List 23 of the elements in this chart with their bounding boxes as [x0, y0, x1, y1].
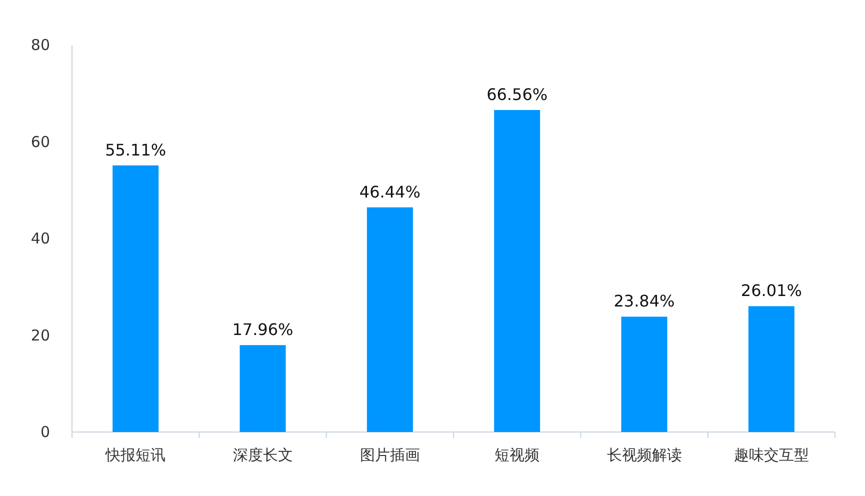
bar — [366, 207, 413, 432]
data-label: 23.84% — [614, 292, 675, 311]
bar — [240, 345, 286, 432]
bar — [748, 306, 794, 432]
x-tick-label: 长视频解读 — [606, 446, 682, 464]
y-tick-label: 40 — [30, 230, 50, 248]
y-tick-label: 80 — [30, 36, 50, 54]
data-label: 46.44% — [359, 182, 420, 202]
x-tick-label: 深度长文 — [232, 446, 293, 464]
x-tick-label: 短视频 — [494, 446, 540, 464]
data-label: 55.11% — [105, 140, 166, 160]
y-tick-label: 60 — [30, 132, 50, 151]
bar — [494, 110, 540, 432]
x-tick-label: 图片插画 — [360, 446, 420, 464]
x-tick-label: 趣味交互型 — [734, 446, 809, 464]
y-tick-label: 0 — [40, 423, 50, 441]
bar — [112, 165, 159, 432]
x-tick-label: 快报短讯 — [104, 446, 166, 464]
bar — [621, 316, 668, 432]
data-label: 66.56% — [486, 85, 548, 104]
y-tick-label: 20 — [30, 326, 50, 344]
data-label: 26.01% — [740, 281, 802, 300]
data-label: 17.96% — [232, 320, 294, 340]
